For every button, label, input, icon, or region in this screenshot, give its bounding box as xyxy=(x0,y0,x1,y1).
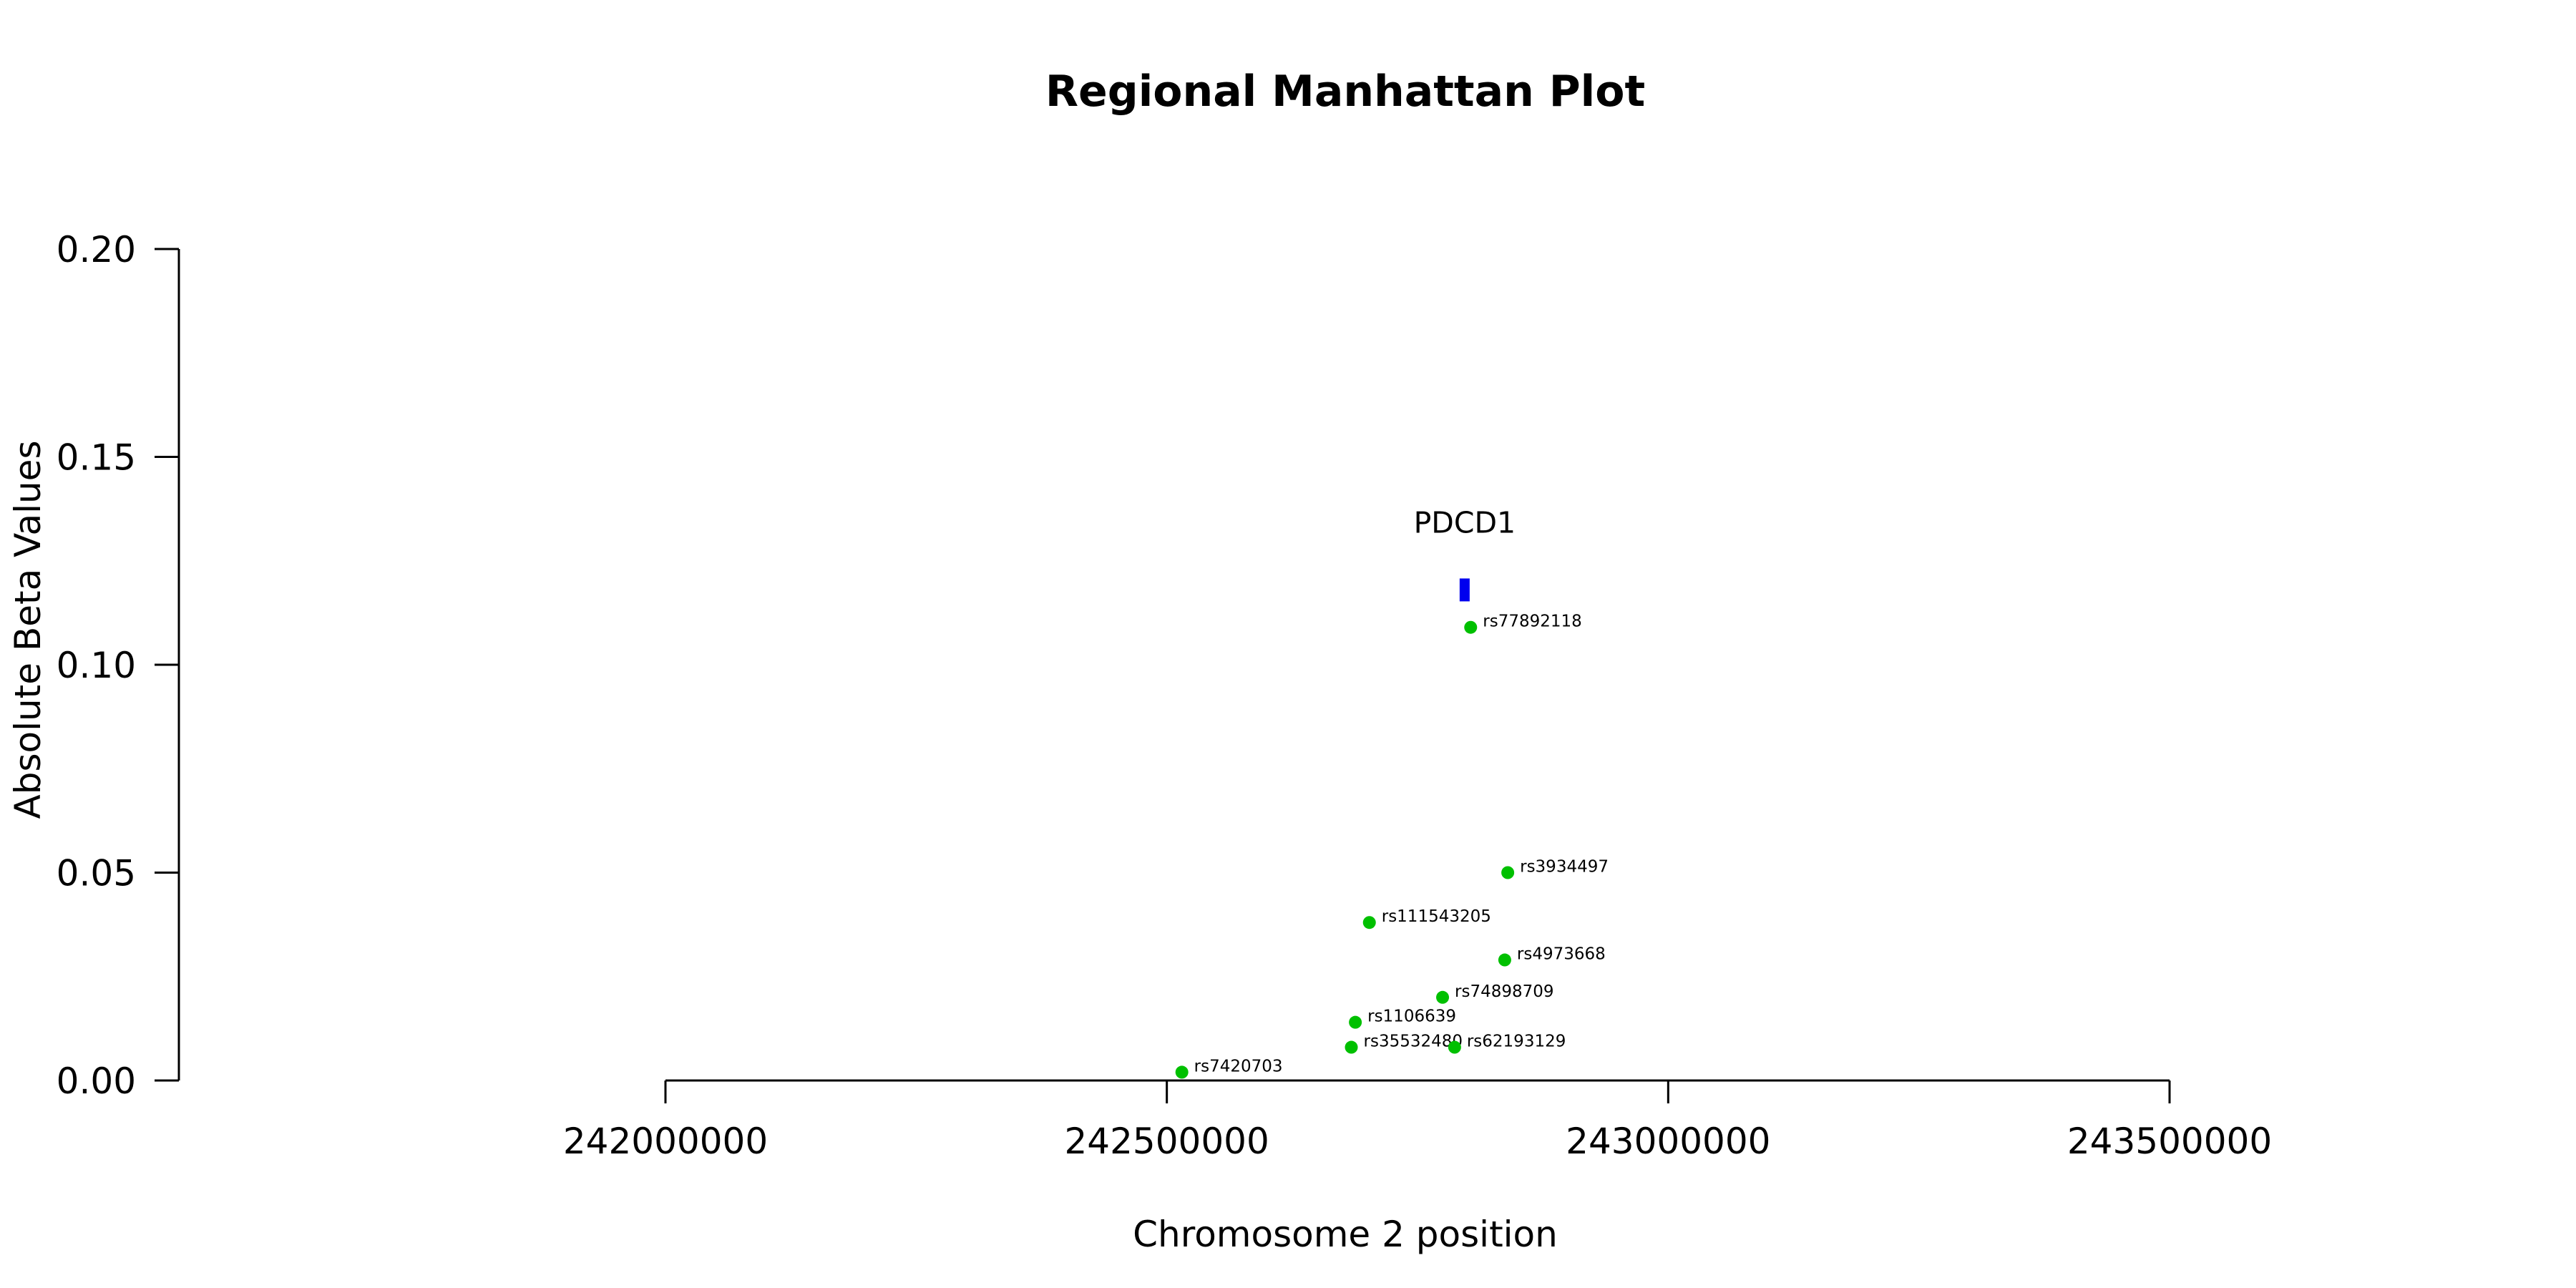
y-tick-label-0: 0.00 xyxy=(57,1060,136,1102)
snp-label-rs62193129: rs62193129 xyxy=(1467,1033,1566,1051)
y-axis-label: Absolute Beta Values xyxy=(7,441,49,819)
gene-marker xyxy=(1459,578,1470,602)
snp-point-rs111543205 xyxy=(1362,916,1376,930)
snp-label-rs3934497: rs3934497 xyxy=(1520,858,1609,877)
y-tick-label-3: 0.15 xyxy=(57,437,136,479)
snp-label-rs35532480: rs35532480 xyxy=(1364,1033,1463,1051)
snp-point-rs62193129 xyxy=(1448,1040,1461,1054)
x-tick-label-0: 242000000 xyxy=(563,1121,768,1162)
y-tick-label-2: 0.10 xyxy=(57,645,136,686)
snp-point-rs4973668 xyxy=(1498,953,1511,967)
snp-label-rs1106639: rs1106639 xyxy=(1367,1008,1456,1026)
x-tick-label-1: 242500000 xyxy=(1065,1121,1269,1162)
x-axis: 242000000 242500000 243000000 243500000 xyxy=(563,1079,2272,1162)
x-axis-label: Chromosome 2 position xyxy=(1133,1214,1558,1255)
snp-point-rs1106639 xyxy=(1349,1015,1362,1029)
gene-track: PDCD1 xyxy=(1414,505,1516,602)
x-tick-label-2: 243000000 xyxy=(1566,1121,1770,1162)
snp-point-rs7420703 xyxy=(1175,1065,1189,1079)
snp-label-rs111543205: rs111543205 xyxy=(1382,907,1491,926)
snp-point-rs3934497 xyxy=(1501,866,1515,879)
y-tick-label-1: 0.05 xyxy=(57,853,136,894)
snp-label-rs4973668: rs4973668 xyxy=(1517,945,1606,964)
snp-points: rs77892118 rs3934497 rs111543205 rs4973668 r… xyxy=(1175,613,1609,1079)
snp-point-rs74898709 xyxy=(1436,990,1450,1004)
gene-label: PDCD1 xyxy=(1414,505,1516,540)
y-axis: 0.00 0.05 0.10 0.15 0.20 xyxy=(57,229,180,1102)
x-tick-label-3: 243500000 xyxy=(2067,1121,2272,1162)
snp-point-rs35532480 xyxy=(1345,1040,1358,1054)
chart-title: Regional Manhattan Plot xyxy=(1045,67,1645,117)
snp-label-rs74898709: rs74898709 xyxy=(1455,982,1554,1001)
snp-label-rs77892118: rs77892118 xyxy=(1483,613,1582,631)
snp-point-rs77892118 xyxy=(1464,620,1478,634)
y-tick-label-4: 0.20 xyxy=(57,229,136,270)
snp-label-rs7420703: rs7420703 xyxy=(1194,1057,1283,1075)
